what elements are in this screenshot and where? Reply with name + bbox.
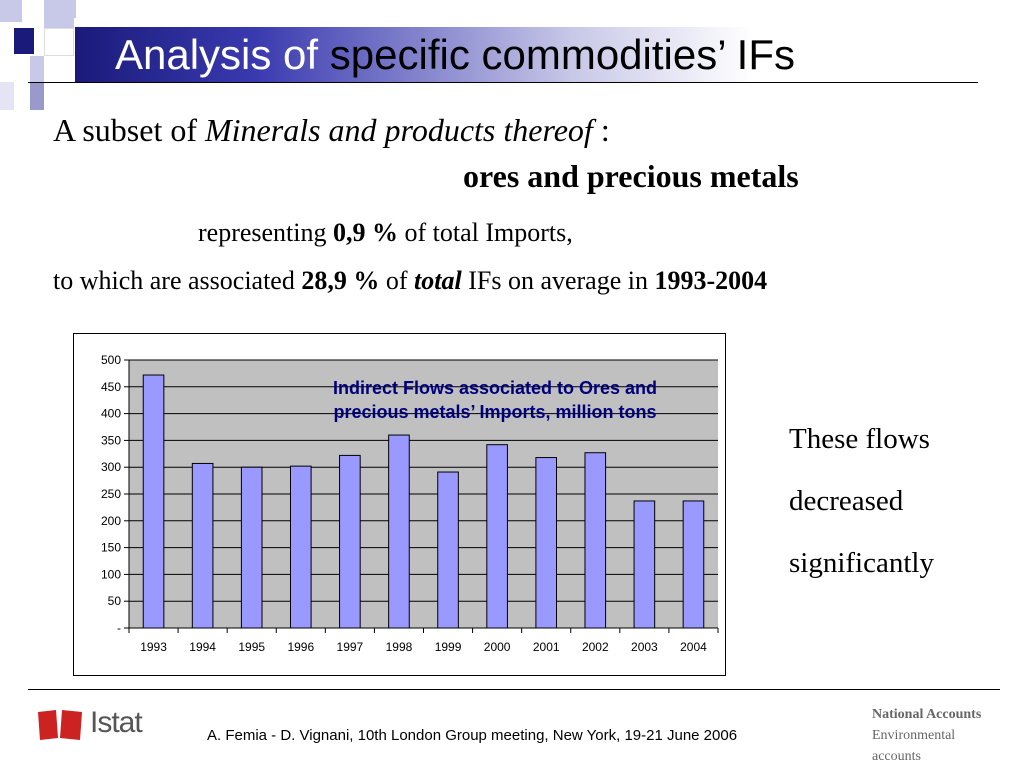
x-tick-label: 2001 [533,640,560,654]
ifs-share-value: 28,9 % [301,266,380,295]
bar-2001 [535,457,558,629]
subset-colon: : [592,112,610,148]
y-tick-label: 250 [101,487,121,501]
slide-title: Analysis of specific commodities’ IFs [115,28,795,82]
bar-1995 [240,466,263,629]
representing-text: representing [198,218,334,247]
of-text: of [379,266,415,295]
bar-2004 [682,500,705,629]
side-note-line3: significantly [789,547,934,579]
x-tick-label: 2003 [631,640,658,654]
y-tick-label: 350 [101,433,121,447]
slide-title-part2: specific commodities’ IFs [329,31,795,78]
x-tick-label: 1993 [140,640,167,654]
decor-square [30,82,44,110]
x-tick-label: 1999 [435,640,462,654]
y-tick-label: - [117,621,121,635]
x-tick-label: 2002 [582,640,609,654]
bar-2002 [584,452,607,629]
associated-text: to which are associated [53,266,302,295]
bar-2003 [633,500,656,629]
subset-category: Minerals and products thereof [205,112,593,148]
decor-square [30,56,44,82]
istat-logo-icon [38,710,82,740]
footer-na-line3: accounts [872,749,921,764]
title-divider [28,82,978,83]
total-emphasis: total [414,266,462,295]
x-tick-label: 2004 [680,640,707,654]
decor-square [0,0,22,22]
bar-chart: - 50 100 150 200 250 300 350 400 450 500 1993 1994 19… [101,353,719,654]
average-text: IFs on average in [461,266,655,295]
y-tick-label: 50 [108,594,122,608]
slide-title-part1: Analysis of [115,31,319,78]
x-tick-label: 1998 [386,640,413,654]
footer-citation: A. Femia - D. Vignani, 10th London Group… [207,727,738,744]
footer-na-line1: National Accounts [872,707,982,722]
imports-share-line: representing 0,9 % of total Imports, [198,218,573,248]
istat-logo-text: Istat [90,706,143,739]
y-tick-label: 200 [101,514,121,528]
y-tick-label: 100 [101,567,121,581]
subset-name: ores and precious metals [463,158,799,194]
y-tick-label: 500 [101,353,121,367]
y-tick-label: 400 [101,407,121,421]
side-note-line2: decreased [789,485,904,517]
bar-1997 [339,454,361,629]
x-tick-label: 1994 [189,640,216,654]
bar-1993 [142,374,165,629]
side-note-line1: These flows [789,423,930,455]
x-tick-label: 1995 [238,640,265,654]
decor-square [44,28,74,56]
footer-na-line2: Environmental [872,728,956,743]
title-band [75,27,980,82]
chart-title-line2: precious metals’ Imports, million tons [333,402,657,422]
bar-2000 [486,444,508,629]
chart-title: Indirect Flows associated to Ores and pr… [285,376,705,424]
total-imports-text: of total Imports, [398,218,573,247]
x-tick-label: 1996 [287,640,314,654]
subset-line: A subset of Minerals and products thereo… [53,112,610,149]
decor-square [58,0,76,18]
y-tick-label: 150 [101,541,121,555]
decor-square [14,28,34,54]
imports-share-value: 0,9 % [333,218,399,247]
y-tick-label: 300 [101,460,121,474]
x-tick-label: 1997 [337,640,364,654]
decor-square [0,82,14,110]
side-note: These flows decreased significantly [789,408,934,594]
chart-title-line1: Indirect Flows associated to Ores and [332,378,658,398]
bar-1998 [388,434,410,629]
subset-text: A subset of [53,112,205,148]
x-tick-label: 2000 [484,640,511,654]
bar-1996 [289,465,312,629]
chart-frame: - 50 100 150 200 250 300 350 400 450 500 1993 1994 19… [73,333,726,676]
footer-divider [28,689,1000,690]
ifs-share-line: to which are associated 28,9 % of total … [53,266,767,296]
period-value: 1993-2004 [654,266,768,295]
y-tick-label: 450 [101,380,121,394]
bar-1999 [437,471,459,629]
footer-section-label: National Accounts Environmental accounts [872,704,981,767]
bar-1994 [191,462,214,629]
